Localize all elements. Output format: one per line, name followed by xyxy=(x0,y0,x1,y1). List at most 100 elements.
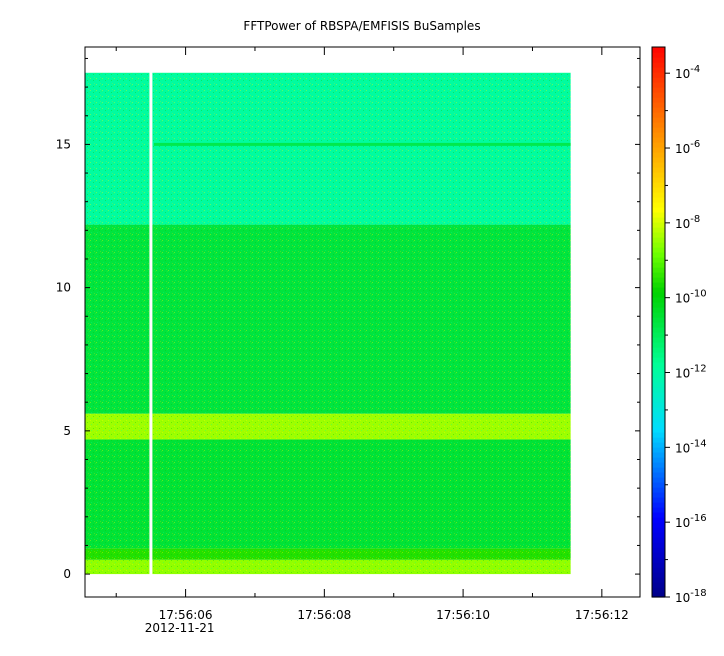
colorbar-segment xyxy=(652,102,665,108)
colorbar-segment xyxy=(652,267,665,273)
colorbar-segment xyxy=(652,517,665,523)
colorbar-segment xyxy=(652,342,665,348)
colorbar-segment xyxy=(652,212,665,218)
colorbar-segment xyxy=(652,317,665,323)
colorbar-segment xyxy=(652,277,665,283)
colorbar-segment xyxy=(652,172,665,178)
colorbar-segment xyxy=(652,307,665,313)
colorbar-segment xyxy=(652,492,665,498)
colorbar-segment xyxy=(652,357,665,363)
colorbar-segment xyxy=(652,152,665,158)
colorbar-segment xyxy=(652,547,665,553)
colorbar-segment xyxy=(652,127,665,133)
power-band-texture xyxy=(85,72,571,225)
colorbar-segment xyxy=(652,62,665,68)
colorbar-segment xyxy=(652,132,665,138)
colorbar-segment xyxy=(652,332,665,338)
colorbar-segment xyxy=(652,47,665,53)
colorbar-segment xyxy=(652,167,665,173)
colorbar-segment xyxy=(652,207,665,213)
colorbar-segment xyxy=(652,532,665,538)
colorbar-segment xyxy=(652,382,665,388)
colorbar-segment xyxy=(652,467,665,473)
colorbar-segment xyxy=(652,197,665,203)
colorbar-segment xyxy=(652,487,665,493)
colorbar-segment xyxy=(652,522,665,528)
colorbar-tick-label: 10-16 xyxy=(675,513,707,530)
colorbar-segment xyxy=(652,497,665,503)
colorbar-segment xyxy=(652,282,665,288)
colorbar-segment xyxy=(652,452,665,458)
colorbar-segment xyxy=(652,107,665,113)
colorbar-segment xyxy=(652,367,665,373)
colorbar-segment xyxy=(652,192,665,198)
colorbar-segment xyxy=(652,442,665,448)
colorbar-segment xyxy=(652,592,665,598)
colorbar-segment xyxy=(652,287,665,293)
spectral-line xyxy=(153,142,571,146)
colorbar-segment xyxy=(652,407,665,413)
colorbar-segment xyxy=(652,392,665,398)
colorbar-segment xyxy=(652,372,665,378)
colorbar-segment xyxy=(652,537,665,543)
colorbar-segment xyxy=(652,327,665,333)
colorbar-segment xyxy=(652,552,665,558)
colorbar-segment xyxy=(652,417,665,423)
colorbar-segment xyxy=(652,117,665,123)
colorbar-segment xyxy=(652,262,665,268)
colorbar-segment xyxy=(652,457,665,463)
colorbar-tick-label: 10-8 xyxy=(675,214,700,231)
colorbar-segment xyxy=(652,337,665,343)
colorbar-segment xyxy=(652,437,665,443)
colorbar-segment xyxy=(652,557,665,563)
colorbar-segment xyxy=(652,177,665,183)
colorbar-segment xyxy=(652,232,665,238)
colorbar-segment xyxy=(652,227,665,233)
colorbar-segment xyxy=(652,567,665,573)
colorbar-segment xyxy=(652,322,665,328)
colorbar-segment xyxy=(652,427,665,433)
colorbar-segment xyxy=(652,292,665,298)
colorbar-segment xyxy=(652,52,665,58)
colorbar-tick-label: 10-4 xyxy=(675,64,700,81)
x-tick-date-label: 2012-11-21 xyxy=(145,621,215,635)
colorbar-segment xyxy=(652,77,665,83)
colorbar-segment xyxy=(652,252,665,258)
colorbar-segment xyxy=(652,477,665,483)
colorbar-segment xyxy=(652,257,665,263)
colorbar-segment xyxy=(652,387,665,393)
y-tick-label: 0 xyxy=(63,567,71,581)
power-band-texture xyxy=(85,559,571,575)
colorbar-segment xyxy=(652,247,665,253)
power-band-texture xyxy=(85,439,571,549)
colorbar-segment xyxy=(652,82,665,88)
colorbar-tick-label: 10-12 xyxy=(675,364,707,381)
colorbar: 10-4 10-6 10-8 10-10 10-12 10-14 10-16 10-18 xyxy=(651,46,707,605)
colorbar-segment xyxy=(652,162,665,168)
colorbar-segment xyxy=(652,157,665,163)
power-band-texture xyxy=(85,413,571,440)
colorbar-tick-label: 10-18 xyxy=(675,588,707,605)
colorbar-segment xyxy=(652,462,665,468)
colorbar-segment xyxy=(652,472,665,478)
colorbar-segment xyxy=(652,57,665,63)
data-gap xyxy=(149,71,153,576)
x-tick-label: 17:56:10 xyxy=(436,608,490,622)
colorbar-tick-label: 10-6 xyxy=(675,139,700,156)
colorbar-segment xyxy=(652,297,665,303)
colorbar-segment xyxy=(652,147,665,153)
colorbar-segment xyxy=(652,142,665,148)
colorbar-segment xyxy=(652,577,665,583)
colorbar-segment xyxy=(652,402,665,408)
colorbar-segment xyxy=(652,527,665,533)
colorbar-segment xyxy=(652,572,665,578)
colorbar-tick-label: 10-10 xyxy=(675,289,707,306)
colorbar-segment xyxy=(652,202,665,208)
colorbar-segment xyxy=(652,502,665,508)
colorbar-segment xyxy=(652,447,665,453)
colorbar-segment xyxy=(652,87,665,93)
colorbar-segment xyxy=(652,377,665,383)
colorbar-segment xyxy=(652,562,665,568)
